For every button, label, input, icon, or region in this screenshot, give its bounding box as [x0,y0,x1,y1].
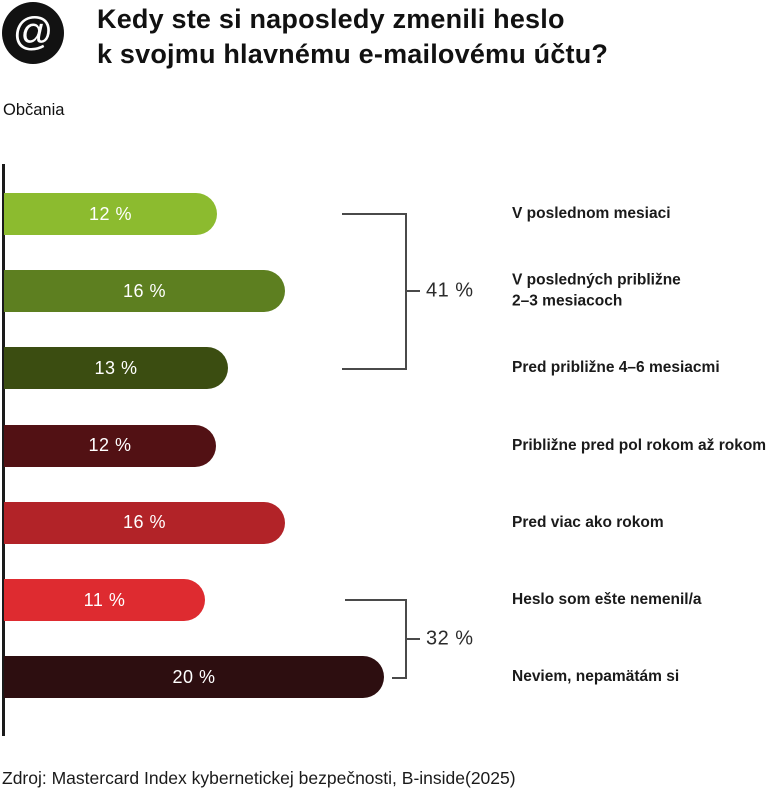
page-title: Kedy ste si naposledy zmenili heslo k svo… [97,2,608,72]
category-label-7: Neviem, nepamätám si [512,667,680,685]
category-label-1: V poslednom mesiaci [512,204,671,222]
email-at-icon: @ [2,2,64,64]
category-label-2: V posledných približne 2–3 mesiacoch [512,271,681,310]
bracket-41-tick [405,290,420,292]
bar-value-label: 12 % [88,435,132,456]
bar-value-label: 11 % [83,589,126,610]
chart-subtitle: Občania [3,101,65,119]
bar-value-label: 16 % [122,280,167,301]
bar-2: 16 % [4,270,285,313]
at-glyph: @ [12,10,54,54]
category-label-3: Pred približne 4–6 mesiacmi [512,359,720,377]
category-label-5: Pred viac ako rokom [512,513,664,531]
bar-4: 12 % [4,424,216,467]
bracket-32-top-line [345,599,407,601]
bar-value-label: 12 % [88,203,133,224]
title-line-2: k svojmu hlavnému e-mailovému účtu? [97,39,609,69]
category-label-4: Približne pred pol rokom až rokom [512,436,767,454]
bar-value-label: 13 % [94,357,138,378]
source-note: Zdroj: Mastercard Index kybernetickej be… [2,768,516,788]
bracket-41-label: 41 % [426,279,474,302]
bracket-32-bottom-line [392,677,407,679]
bracket-41-bottom-line [342,368,407,370]
bracket-32-label: 32 % [426,627,474,650]
bracket-32-tick [405,638,420,640]
bar-value-label: 20 % [172,666,216,687]
title-line-1: Kedy ste si naposledy zmenili heslo [97,4,565,34]
bar-6: 11 % [4,579,205,621]
bracket-41-top-line [342,213,407,215]
bar-value-label: 16 % [122,512,167,533]
bar-7: 20 % [4,656,384,699]
bar-5: 16 % [4,501,285,544]
y-axis-line [2,164,5,736]
bar-3: 13 % [4,347,228,390]
category-label-6: Heslo som ešte nemenil/a [512,590,702,608]
horizontal-bar-chart: 12 % 16 % 13 % 12 % 16 % 11 % 20 % V poslednom… [2,164,767,736]
bar-1: 12 % [4,193,217,235]
